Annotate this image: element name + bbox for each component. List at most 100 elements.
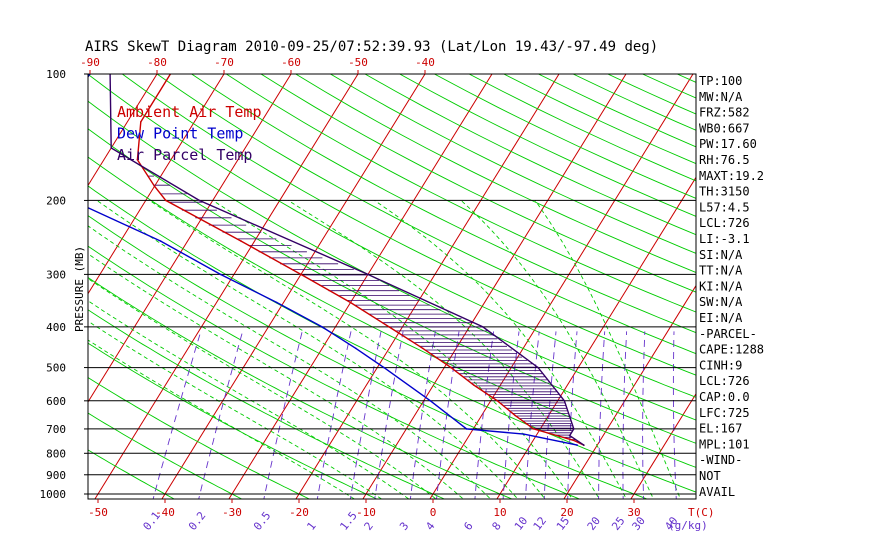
- index-value: FRZ:582: [699, 106, 750, 120]
- parcel-profile-point: [573, 428, 575, 430]
- dry-adiabat-line: [88, 128, 696, 444]
- mixing-ratio-line: [502, 331, 520, 499]
- temperature-profile-point: [496, 400, 499, 402]
- top-temp-tick-label: -60: [281, 56, 301, 69]
- moist-adiabat-line: [460, 200, 654, 499]
- moist-adiabat-line: [212, 200, 573, 499]
- temperature-profile-point: [349, 301, 352, 304]
- pressure-tick-label: 700: [46, 423, 66, 436]
- temperature-profile-point: [472, 384, 475, 386]
- index-value: MW:N/A: [699, 90, 743, 104]
- index-value: L57:4.5: [699, 200, 750, 214]
- index-value: EI:N/A: [699, 311, 743, 325]
- temperature-profile-point: [514, 414, 516, 417]
- top-temp-tick-label: -80: [147, 56, 167, 69]
- top-temp-tick-label: -40: [415, 56, 435, 69]
- dry-adiabat-line: [156, 74, 696, 355]
- mixing-ratio-label: 25: [609, 514, 627, 532]
- isotherm-line: [295, 74, 560, 499]
- parcel-profile-line: [109, 74, 585, 446]
- bottom-axis-label: T(C): [688, 506, 715, 519]
- index-value: TT:N/A: [699, 264, 743, 278]
- plot-area: [50, 55, 870, 512]
- isotherm-line: [88, 74, 158, 187]
- index-value: NOT: [699, 469, 721, 483]
- dry-adiabat-line: [88, 449, 176, 499]
- y-axis-label: PRESSURE (MB): [73, 246, 86, 332]
- legend-item: Ambient Air Temp: [117, 103, 262, 121]
- mixing-ratio-line: [409, 331, 436, 499]
- pressure-tick-label: 1000: [40, 488, 67, 501]
- pressure-tick-label: 200: [46, 194, 66, 207]
- pressure-tick-label: 900: [46, 469, 66, 482]
- mixing-ratio-line: [436, 331, 460, 499]
- dry-adiabat-line: [364, 74, 696, 236]
- dewpoint-profile-point: [321, 326, 323, 328]
- pressure-tick-label: 300: [46, 268, 66, 281]
- mixing-ratio-line: [316, 331, 352, 499]
- mixing-ratio-label: 20: [585, 514, 603, 532]
- isotherm-line: [429, 74, 694, 499]
- bottom-temp-tick-label: 10: [493, 506, 506, 519]
- dry-adiabat-line: [191, 74, 696, 334]
- dry-adiabat-line: [88, 74, 696, 398]
- legend: Ambient Air Temp Dew Point Temp Air Parcel…: [117, 103, 262, 164]
- bottom-temp-tick-label: -30: [222, 506, 242, 519]
- index-value: LCL:726: [699, 374, 750, 388]
- index-value: KI:N/A: [699, 279, 743, 293]
- index-value: LI:-3.1: [699, 232, 750, 246]
- index-value: MPL:101: [699, 437, 750, 451]
- mixing-ratio-line: [198, 331, 244, 499]
- temperature-profile-point: [240, 240, 242, 242]
- temperature-profile-point: [421, 347, 424, 350]
- isotherm-line: [824, 55, 870, 512]
- dry-adiabat-line: [88, 376, 311, 499]
- index-value: TH:3150: [699, 185, 750, 199]
- dewpoint-profile-point: [50, 159, 52, 161]
- moist-adiabat-line: [534, 200, 681, 499]
- plot-frame: [87, 73, 697, 500]
- mixing-ratio-label: 2: [362, 520, 376, 533]
- temperature-profile-point: [572, 439, 575, 442]
- dry-adiabat-line: [88, 276, 514, 499]
- moist-adiabat-line: [96, 200, 519, 499]
- mixing-ratio-line: [152, 331, 202, 499]
- dewpoint-profile-point: [383, 366, 385, 369]
- dry-adiabat-line: [88, 309, 446, 499]
- index-value: TP:100: [699, 74, 742, 88]
- mixing-ratio-label: 6: [461, 520, 475, 533]
- pressure-tick-label: 800: [46, 447, 66, 460]
- temperature-profile-point: [532, 428, 535, 430]
- dry-adiabat-line: [399, 74, 696, 217]
- dewpoint-profile-point: [429, 400, 432, 402]
- dry-adiabat-line: [122, 74, 696, 376]
- mixing-ratio-line: [567, 331, 578, 499]
- dry-adiabat-line: [88, 245, 581, 499]
- legend-item: Dew Point Temp: [117, 125, 243, 143]
- temperature-profile-point: [450, 366, 452, 369]
- pressure-tick-label: 500: [46, 362, 66, 375]
- isotherm-line: [161, 74, 426, 499]
- pressure-tick-label: 100: [46, 68, 66, 81]
- index-value: LFC:725: [699, 406, 750, 420]
- index-value: -WIND-: [699, 453, 742, 467]
- parcel-profile-point: [198, 199, 201, 202]
- mixing-ratio-line: [642, 331, 646, 499]
- isotherm-line: [228, 74, 493, 499]
- bottom-temp-tick-label: 20: [560, 506, 573, 519]
- index-value: SW:N/A: [699, 295, 743, 309]
- mixing-ratio-label: 0.5: [251, 509, 273, 533]
- mixing-ratio-line: [598, 331, 606, 499]
- mixing-ratio-line: [474, 331, 495, 499]
- dry-adiabat-line: [226, 74, 696, 313]
- index-value: CINH:9: [699, 358, 742, 372]
- mixing-ratio-label: 40: [662, 514, 680, 532]
- mixing-ratio-label: 1: [304, 520, 318, 533]
- mixing-ratio-line: [263, 331, 303, 499]
- dewpoint-profile-point: [276, 301, 278, 304]
- mixing-ratio-unit-label: (g/kg): [668, 519, 708, 532]
- mixing-ratio-label: 10: [512, 514, 530, 532]
- parcel-profile-point: [110, 147, 112, 149]
- dry-adiabat-line: [260, 74, 696, 293]
